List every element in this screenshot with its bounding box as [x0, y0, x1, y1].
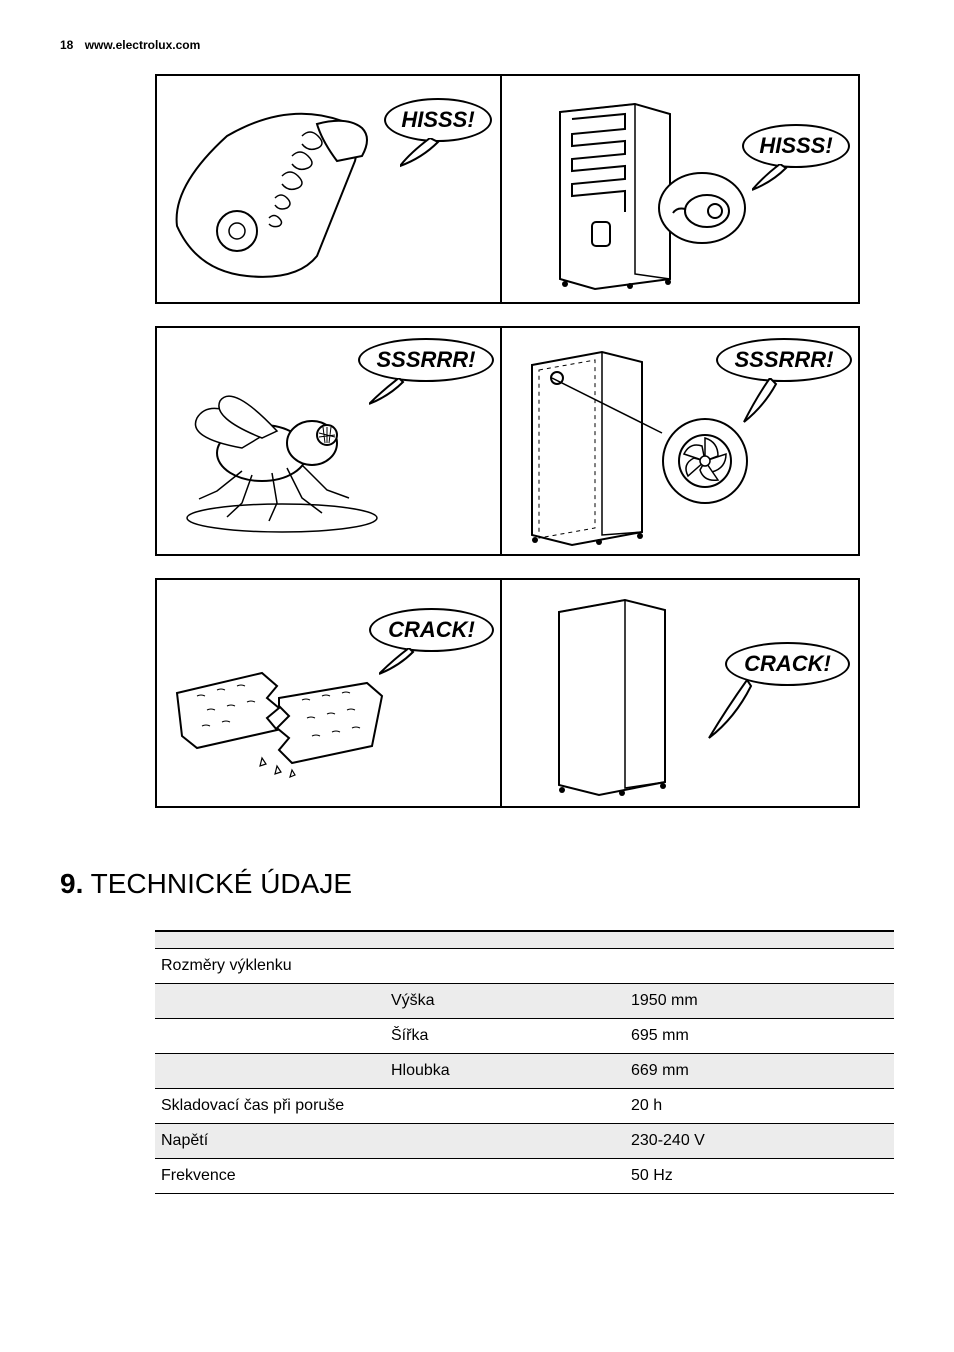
panel-cracker: CRACK!: [155, 578, 500, 808]
fan-inset-icon: [660, 416, 750, 506]
fly-illustration: [172, 383, 402, 543]
panel-iron: HISSS!: [155, 74, 500, 304]
cracker-illustration: [167, 638, 397, 788]
panel-row-hisss: HISSS!: [155, 74, 894, 304]
bubble-text: SSSRRR!: [734, 347, 833, 373]
spec-label: Frekvence: [155, 1159, 385, 1194]
illustration-panels: HISSS!: [60, 74, 894, 808]
bubble-text: HISSS!: [759, 133, 832, 159]
spec-value: 669 mm: [625, 1054, 894, 1089]
table-row: Napětí 230-240 V: [155, 1124, 894, 1159]
table-row: Rozměry výklenku: [155, 949, 894, 984]
spec-label: Napětí: [155, 1124, 385, 1159]
table-row: Hloubka 669 mm: [155, 1054, 894, 1089]
panel-fly: SSSRRR!: [155, 326, 500, 556]
bubble-tail-icon: [752, 164, 788, 192]
fridge-front-illustration: [547, 590, 682, 800]
bubble-tail-icon: [707, 680, 753, 740]
spec-value: 20 h: [625, 1089, 894, 1124]
spec-value: 230-240 V: [625, 1124, 894, 1159]
page-header: 18 www.electrolux.com: [60, 38, 894, 52]
spec-sublabel: [385, 949, 625, 984]
bubble-text: SSSRRR!: [376, 347, 475, 373]
bubble-tail-icon: [379, 648, 415, 676]
compressor-inset-icon: [657, 171, 747, 246]
bubble-text: CRACK!: [388, 617, 475, 643]
panel-fridge-crack: CRACK!: [500, 578, 860, 808]
spec-value: 695 mm: [625, 1019, 894, 1054]
spec-value: 50 Hz: [625, 1159, 894, 1194]
pointer-line-icon: [547, 373, 667, 443]
bubble-tail-icon: [369, 378, 405, 406]
bubble-crack-left: CRACK!: [369, 608, 494, 652]
bubble-sssrrr-left: SSSRRR!: [358, 338, 494, 382]
bubble-tail-icon: [742, 378, 778, 424]
table-row: Skladovací čas při poruše 20 h: [155, 1089, 894, 1124]
header-url: www.electrolux.com: [85, 38, 201, 52]
spec-value: [625, 949, 894, 984]
section-title: TECHNICKÉ ÚDAJE: [91, 868, 352, 899]
spec-value: 1950 mm: [625, 984, 894, 1019]
spec-sublabel: [385, 1159, 625, 1194]
table-row: Šířka 695 mm: [155, 1019, 894, 1054]
spec-sublabel: Výška: [385, 984, 625, 1019]
section-heading: 9. TECHNICKÉ ÚDAJE: [60, 868, 894, 900]
table-row: [155, 931, 894, 949]
bubble-hisss-left: HISSS!: [384, 98, 492, 142]
spec-sublabel: [385, 1124, 625, 1159]
spec-label: [155, 1019, 385, 1054]
bubble-text: CRACK!: [744, 651, 831, 677]
spec-sublabel: Hloubka: [385, 1054, 625, 1089]
spec-sublabel: [385, 1089, 625, 1124]
specs-table: Rozměry výklenku Výška 1950 mm Šířka 695…: [155, 930, 894, 1194]
spec-label: Skladovací čas při poruše: [155, 1089, 385, 1124]
table-row: Frekvence 50 Hz: [155, 1159, 894, 1194]
iron-illustration: [167, 106, 387, 286]
panel-row-sssrrr: SSSRRR!: [155, 326, 894, 556]
panel-fridge-fan: SSSRRR!: [500, 326, 860, 556]
page-number: 18: [60, 38, 73, 52]
spec-sublabel: Šířka: [385, 1019, 625, 1054]
bubble-text: HISSS!: [401, 107, 474, 133]
fridge-fan-illustration: [517, 340, 667, 550]
panel-fridge-back: HISSS!: [500, 74, 860, 304]
section-number: 9.: [60, 868, 83, 899]
spec-label: Rozměry výklenku: [155, 949, 385, 984]
table-row: Výška 1950 mm: [155, 984, 894, 1019]
bubble-tail-icon: [400, 138, 440, 168]
spec-label: [155, 984, 385, 1019]
panel-row-crack: CRACK! CRACK!: [155, 578, 894, 808]
bubble-sssrrr-right: SSSRRR!: [716, 338, 852, 382]
bubble-hisss-right: HISSS!: [742, 124, 850, 168]
spec-label: [155, 1054, 385, 1089]
